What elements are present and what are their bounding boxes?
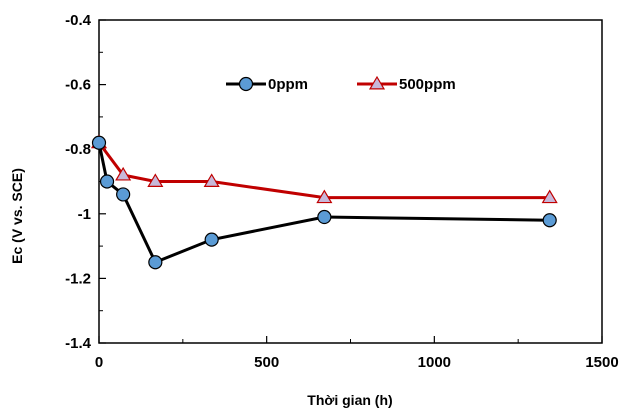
data-point-0ppm	[204, 232, 219, 247]
legend-label: 0ppm	[268, 76, 308, 93]
data-point-500ppm	[316, 189, 333, 204]
x-tick-label: 1000	[418, 354, 451, 371]
series-line-500ppm	[97, 141, 550, 200]
data-point-500ppm	[115, 166, 132, 181]
data-point-0ppm	[542, 213, 557, 228]
y-tick-label: -1.4	[65, 335, 92, 352]
axes: -0.4 -0.6 -0.8 -1 -1.2 -1.40 500 1000 1500	[65, 12, 619, 371]
data-point-0ppm	[116, 187, 131, 202]
series-500ppm	[90, 134, 558, 204]
x-tick-label: 500	[254, 354, 279, 371]
y-tick-label: -1.2	[65, 270, 91, 287]
data-point-0ppm	[91, 135, 107, 150]
data-point-0ppm	[99, 174, 115, 189]
data-point-500ppm	[541, 189, 558, 204]
data-point-500ppm	[203, 173, 220, 187]
y-tick-label: -1	[78, 206, 91, 223]
legend: 0ppm 500ppm	[226, 75, 456, 93]
data-point-0ppm	[317, 209, 332, 225]
x-tick-label: 1500	[585, 354, 618, 371]
y-tick-label: -0.6	[65, 77, 91, 94]
legend-swatch-marker	[238, 76, 254, 92]
y-tick-label: -0.8	[65, 141, 91, 158]
series-layer	[90, 134, 558, 270]
legend-item-0ppm: 0ppm	[226, 76, 308, 93]
series-0ppm	[91, 135, 557, 270]
y-tick-label: -0.4	[65, 12, 92, 29]
legend-label: 500ppm	[399, 76, 456, 93]
data-point-0ppm	[148, 255, 163, 270]
legend-item-500ppm: 500ppm	[357, 75, 456, 93]
x-axis-title: Thời gian (h)	[307, 392, 392, 408]
legend-swatch-marker	[368, 75, 386, 90]
data-point-500ppm	[147, 173, 164, 187]
x-tick-label: 0	[95, 354, 103, 371]
y-axis-title: Ec (V vs. SCE)	[9, 168, 25, 264]
